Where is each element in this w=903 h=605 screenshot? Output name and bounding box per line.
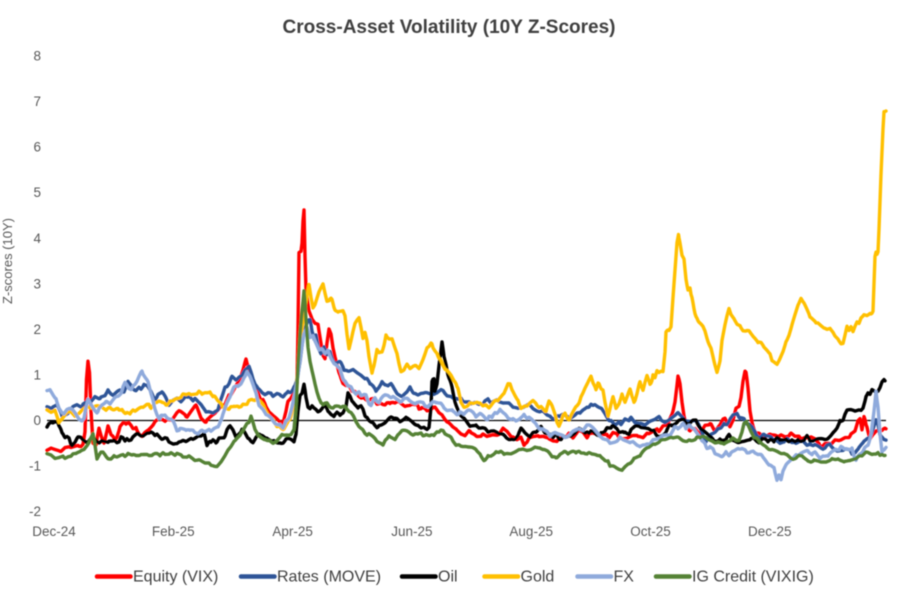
svg-text:-2: -2 bbox=[29, 504, 41, 519]
svg-text:8: 8 bbox=[33, 49, 41, 64]
svg-text:1: 1 bbox=[33, 367, 41, 382]
svg-text:-1: -1 bbox=[29, 459, 41, 474]
svg-text:2: 2 bbox=[33, 322, 41, 337]
svg-text:5: 5 bbox=[33, 185, 41, 200]
svg-text:FX: FX bbox=[614, 569, 635, 586]
svg-text:7: 7 bbox=[33, 94, 41, 109]
svg-text:Dec-25: Dec-25 bbox=[748, 524, 792, 539]
svg-text:6: 6 bbox=[33, 140, 41, 155]
svg-text:Apr-25: Apr-25 bbox=[272, 524, 313, 539]
svg-text:Gold: Gold bbox=[521, 569, 555, 586]
svg-text:Cross-Asset Volatility (10Y Z-: Cross-Asset Volatility (10Y Z-Scores) bbox=[283, 17, 616, 38]
svg-text:Rates (MOVE): Rates (MOVE) bbox=[277, 569, 381, 586]
svg-text:Z-scores (10Y): Z-scores (10Y) bbox=[0, 218, 15, 304]
svg-text:Jun-25: Jun-25 bbox=[391, 524, 432, 539]
svg-text:4: 4 bbox=[33, 231, 41, 246]
svg-text:Oil: Oil bbox=[438, 569, 458, 586]
svg-text:Feb-25: Feb-25 bbox=[152, 524, 195, 539]
svg-text:Equity (VIX): Equity (VIX) bbox=[133, 569, 218, 586]
svg-text:Dec-24: Dec-24 bbox=[32, 524, 76, 539]
svg-text:IG Credit (VIXIG): IG Credit (VIXIG) bbox=[692, 569, 814, 586]
svg-text:Oct-25: Oct-25 bbox=[630, 524, 671, 539]
svg-text:3: 3 bbox=[33, 276, 41, 291]
svg-text:Aug-25: Aug-25 bbox=[509, 524, 553, 539]
svg-text:0: 0 bbox=[33, 413, 41, 428]
